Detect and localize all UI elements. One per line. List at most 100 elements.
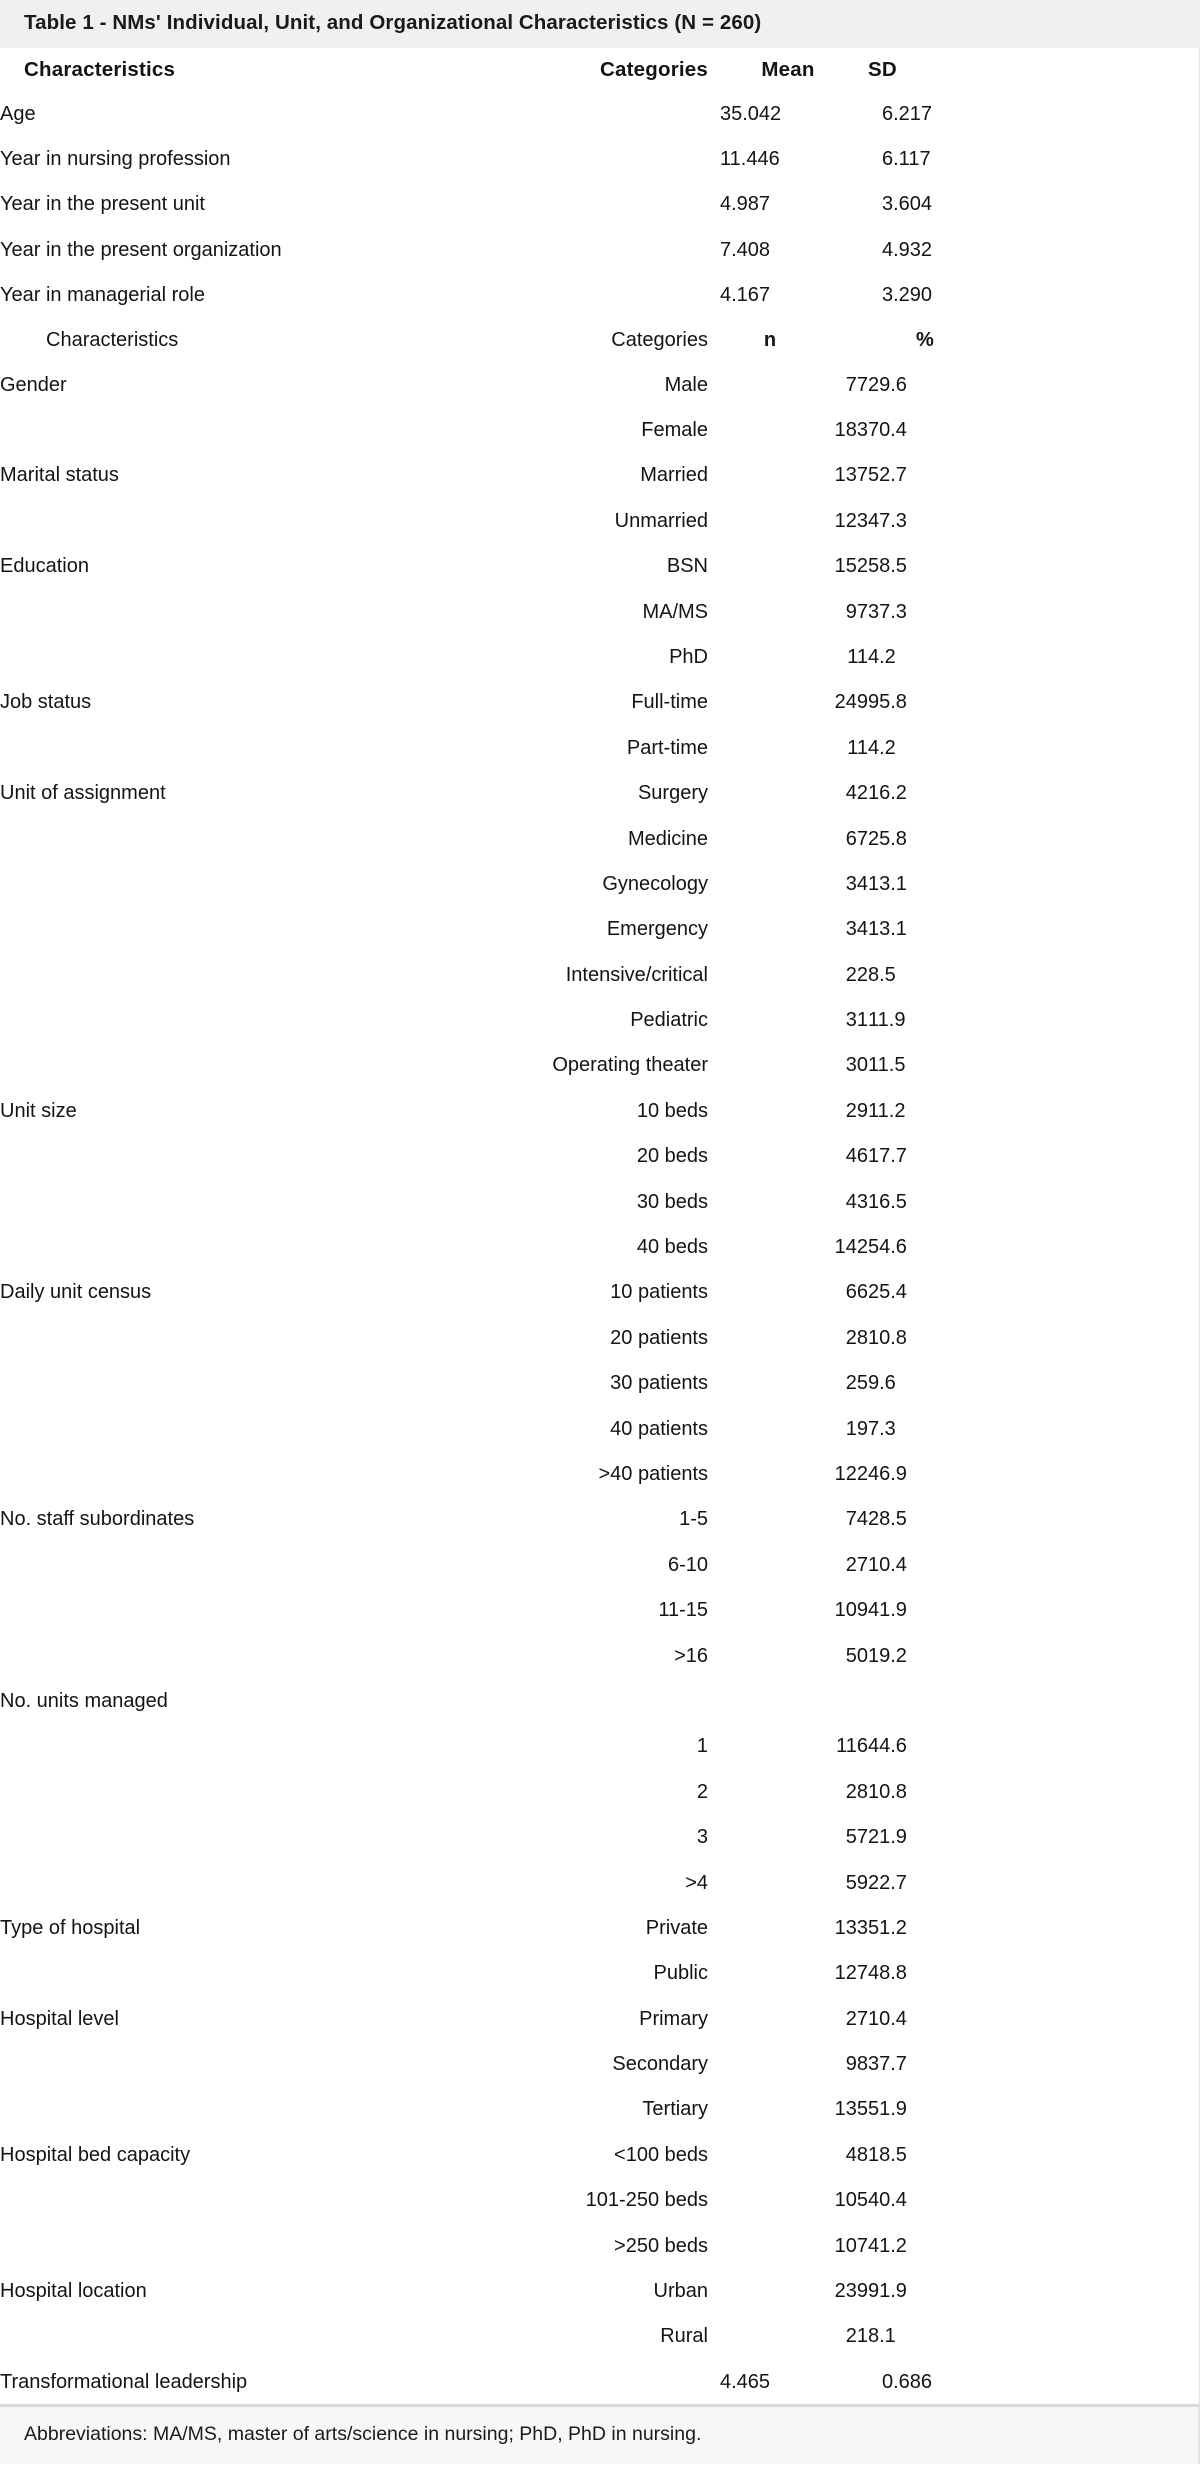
cell-value-secondary: 7.3 xyxy=(868,1417,896,1440)
cell-characteristic xyxy=(0,816,480,861)
cell-characteristic: Education xyxy=(0,555,89,578)
cell-value-primary: 31 xyxy=(845,1009,868,1032)
cell-characteristic: Hospital bed capacity xyxy=(0,2143,191,2166)
table-row: Year in managerial role 4.167 3.290 xyxy=(0,272,1200,317)
cell-value-secondary: 37.7 xyxy=(868,2053,907,2076)
table-row: Public 127 48.8 xyxy=(0,1950,1200,1995)
cell-value-secondary: 8.5 xyxy=(868,963,896,986)
table-row: 1 116 44.6 xyxy=(0,1723,1200,1768)
table-row: Transformational leadership 4.465 0.686 xyxy=(0,2359,1200,2404)
table-row: Year in nursing profession 11.446 6.117 xyxy=(0,136,1200,181)
cell-category: Medicine xyxy=(627,827,708,850)
cell-value-primary: 35.042 xyxy=(720,102,782,125)
table-row: Hospital location Urban 239 91.9 xyxy=(0,2268,1200,2313)
table-row: Hospital bed capacity <100 beds 48 18.5 xyxy=(0,2132,1200,2177)
cell-value-primary: 135 xyxy=(834,2098,868,2121)
cell-value-primary: 34 xyxy=(845,872,868,895)
cell-characteristic xyxy=(0,1587,480,1632)
table-row: Part-time 11 4.2 xyxy=(0,725,1200,770)
cell-value-primary: 19 xyxy=(845,1417,868,1440)
cell-value-secondary: 18.5 xyxy=(868,2143,907,2166)
cell-value-secondary xyxy=(868,1678,1200,1723)
cell-characteristic xyxy=(0,634,480,679)
cell-category: MA/MS xyxy=(642,600,708,623)
cell-characteristic xyxy=(0,725,480,770)
cell-category xyxy=(480,2359,708,2404)
table-row: Unit size 10 beds 29 11.2 xyxy=(0,1088,1200,1133)
cell-value-primary: 122 xyxy=(834,1463,868,1485)
cell-characteristic xyxy=(0,2041,480,2086)
cell-characteristic: Year in nursing profession xyxy=(0,148,231,171)
cell-category: Female xyxy=(641,419,708,442)
cell-value-primary: 152 xyxy=(834,555,868,578)
cell-characteristic: Characteristics xyxy=(24,57,176,81)
cell-characteristic xyxy=(0,2223,480,2268)
cell-characteristic xyxy=(0,1042,480,1087)
table-row: 3 57 21.9 xyxy=(0,1814,1200,1859)
cell-value-secondary: 28.5 xyxy=(868,1508,907,1531)
cell-category: >16 xyxy=(674,1644,708,1667)
cell-value-secondary: 21.9 xyxy=(868,1826,907,1849)
cell-characteristic: Gender xyxy=(0,373,67,396)
cell-value-secondary: 58.5 xyxy=(868,555,907,578)
cell-value-secondary: 44.6 xyxy=(868,1735,907,1758)
cell-category: 10 patients xyxy=(610,1281,708,1304)
cell-category xyxy=(480,1678,708,1723)
cell-value-secondary: 0.686 xyxy=(882,2370,933,2393)
cell-category: >40 patients xyxy=(598,1463,708,1485)
cell-value-secondary: 10.8 xyxy=(868,1780,907,1803)
cell-category: Part-time xyxy=(626,736,708,759)
cell-characteristic: Hospital level xyxy=(0,2007,119,2030)
cell-category: Operating theater xyxy=(552,1054,708,1077)
cell-characteristic: Transformational leadership xyxy=(0,2370,248,2393)
cell-category: 30 patients xyxy=(610,1372,708,1395)
cell-characteristic xyxy=(0,2086,480,2131)
cell-category xyxy=(480,91,708,136)
cell-value-secondary: 95.8 xyxy=(868,691,907,714)
table-caption: Table 1 - NMs' Individual, Unit, and Org… xyxy=(0,0,1200,48)
cell-value-primary: 28 xyxy=(845,1326,868,1349)
table-body: Characteristics Categories Mean SD Age 35.042… xyxy=(0,48,1200,2405)
cell-value-secondary: 4.932 xyxy=(882,238,933,261)
table-row: 40 beds 142 54.6 xyxy=(0,1224,1200,1269)
characteristics-table: Characteristics Categories Mean SD Age 35.042… xyxy=(0,47,1200,2405)
cell-characteristic: No. units managed xyxy=(0,1689,168,1712)
table-row: Daily unit census 10 patients 66 25.4 xyxy=(0,1269,1200,1314)
table-row: Rural 21 8.1 xyxy=(0,2313,1200,2358)
table-row: Secondary 98 37.7 xyxy=(0,2041,1200,2086)
cell-value-primary: 97 xyxy=(845,600,868,623)
cell-value-primary: 66 xyxy=(845,1281,868,1304)
table-row: 101-250 beds 105 40.4 xyxy=(0,2177,1200,2222)
cell-value-primary: 29 xyxy=(845,1099,868,1122)
cell-characteristic xyxy=(0,1360,480,1405)
cell-characteristic: No. staff subordinates xyxy=(0,1508,195,1531)
cell-characteristic: Unit size xyxy=(0,1099,77,1122)
table-row: Type of hospital Private 133 51.2 xyxy=(0,1905,1200,1950)
cell-value-primary: 42 xyxy=(845,782,868,805)
table-row: Tertiary 135 51.9 xyxy=(0,2086,1200,2131)
cell-characteristic xyxy=(0,1860,480,1905)
cell-value-secondary: 19.2 xyxy=(868,1644,907,1667)
table-row: 11-15 109 41.9 xyxy=(0,1587,1200,1632)
table-row: Year in the present unit 4.987 3.604 xyxy=(0,181,1200,226)
cell-characteristic xyxy=(0,1451,480,1496)
cell-value-secondary: 41.2 xyxy=(868,2234,907,2257)
cell-value-primary: 11 xyxy=(847,736,868,759)
bottom-spacer xyxy=(0,2463,1200,2474)
cell-category xyxy=(480,272,708,317)
cell-category: 30 beds xyxy=(636,1190,708,1213)
cell-category: Intensive/critical xyxy=(565,963,708,986)
cell-characteristic xyxy=(0,1723,480,1768)
cell-category: Categories xyxy=(611,328,708,351)
cell-value-secondary: 51.2 xyxy=(868,1916,907,1939)
cell-characteristic: Unit of assignment xyxy=(0,782,166,805)
cell-value-primary: 123 xyxy=(834,509,868,532)
cell-value-secondary: 29.6 xyxy=(868,373,907,396)
cell-value-secondary: 11.2 xyxy=(868,1099,906,1122)
table-row: Gynecology 34 13.1 xyxy=(0,861,1200,906)
cell-characteristic xyxy=(0,952,480,997)
table-row: >16 50 19.2 xyxy=(0,1633,1200,1678)
cell-value-primary: 7.408 xyxy=(720,238,771,261)
cell-characteristic xyxy=(0,498,480,543)
